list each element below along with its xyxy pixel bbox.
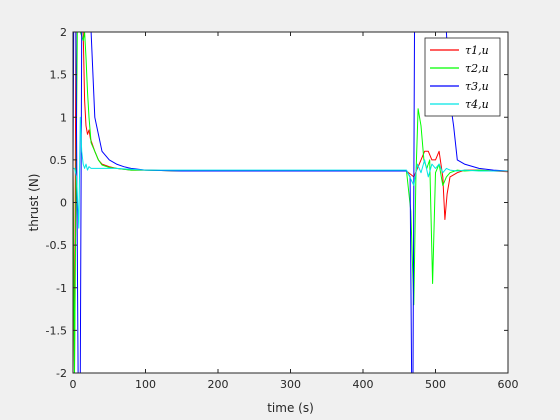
legend-box [424, 37, 501, 117]
y-tick-label: -2 [56, 367, 67, 380]
legend-label-2: τ2,u [465, 62, 489, 75]
series-line-4 [73, 116, 508, 229]
legend-label-3: τ3,u [465, 80, 489, 93]
y-axis-label: thrust (N) [27, 174, 41, 232]
y-tick-label: -1.5 [46, 324, 67, 337]
x-tick-label: 100 [135, 378, 156, 391]
y-tick-label: -0.5 [46, 239, 67, 252]
series-line-3 [73, 32, 508, 373]
legend-label-1: τ1,u [465, 44, 489, 57]
y-tick-label: 1 [60, 111, 67, 124]
legend-label-4: τ4,u [465, 98, 489, 111]
x-tick-label: 500 [425, 378, 446, 391]
y-tick-label: 0 [60, 197, 67, 210]
y-tick-label: 2 [60, 26, 67, 39]
y-tick-label: 0.5 [50, 154, 68, 167]
y-tick-label: 1.5 [50, 69, 68, 82]
x-tick-label: 300 [280, 378, 301, 391]
x-tick-label: 600 [498, 378, 519, 391]
x-tick-label: 0 [70, 378, 77, 391]
x-tick-label: 400 [353, 378, 374, 391]
tick-layer: 0 100 200 300 400 500 600 -2 -1.5 -1 -0.5 0 0.5 1 1.5 2 [46, 26, 519, 391]
x-tick-label: 200 [208, 378, 229, 391]
y-tick-label: -1 [56, 282, 67, 295]
legend: τ1,u τ2,u τ3,u τ4,u [424, 37, 501, 117]
x-axis-label: time (s) [267, 401, 314, 415]
series-layer [73, 32, 508, 373]
